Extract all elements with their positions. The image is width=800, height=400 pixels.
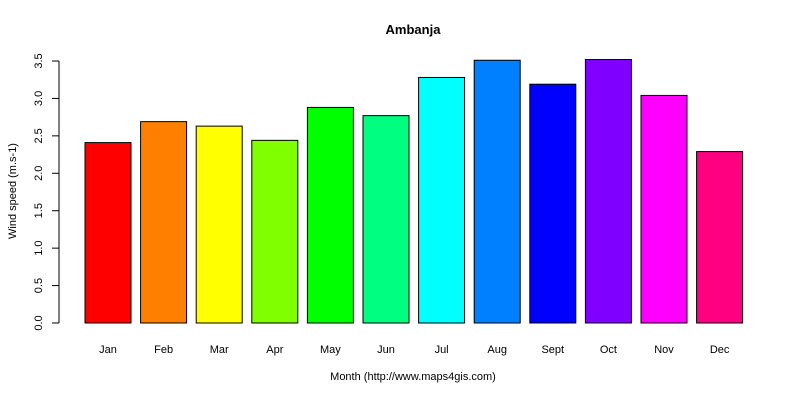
y-tick-label: 1.5 — [33, 203, 45, 218]
x-tick-label: Dec — [710, 344, 730, 356]
y-tick-label: 2.5 — [33, 128, 45, 143]
x-tick-label: Feb — [154, 344, 173, 356]
bar-jul — [418, 76, 466, 324]
bar-dec — [696, 151, 744, 324]
y-tick-label: 2.0 — [33, 166, 45, 181]
bar-feb — [140, 121, 188, 324]
x-tick-label: May — [320, 344, 341, 356]
y-axis-label: Wind speed (m.s-1) — [7, 143, 19, 239]
y-tick-label: 3.5 — [33, 53, 45, 68]
y-tick-label: 0.5 — [33, 278, 45, 293]
x-tick-label: Apr — [266, 344, 283, 356]
bar-jan — [84, 142, 132, 324]
bar-jun — [362, 115, 410, 324]
y-tick-label: 3.0 — [33, 91, 45, 106]
bar-apr — [251, 139, 299, 324]
bar-mar — [195, 125, 243, 324]
x-axis-label: Month (http://www.maps4gis.com) — [330, 371, 496, 383]
x-tick-label: Aug — [487, 344, 507, 356]
x-tick-label: Mar — [210, 344, 229, 356]
x-tick-label: Nov — [654, 344, 674, 356]
x-tick-label: Jul — [435, 344, 449, 356]
bar-oct — [584, 59, 632, 324]
chart-title: Ambanja — [385, 22, 441, 37]
bar-may — [306, 106, 354, 324]
y-tick-label: 1.0 — [33, 240, 45, 255]
x-tick-label: Oct — [600, 344, 617, 356]
x-tick-label: Jun — [377, 344, 395, 356]
bar-nov — [640, 94, 688, 324]
y-tick-label: 0.0 — [33, 315, 45, 330]
x-tick-label: Jan — [99, 344, 117, 356]
bar-aug — [473, 59, 521, 324]
x-tick-label: Sept — [541, 344, 564, 356]
bar-sept — [529, 83, 577, 324]
